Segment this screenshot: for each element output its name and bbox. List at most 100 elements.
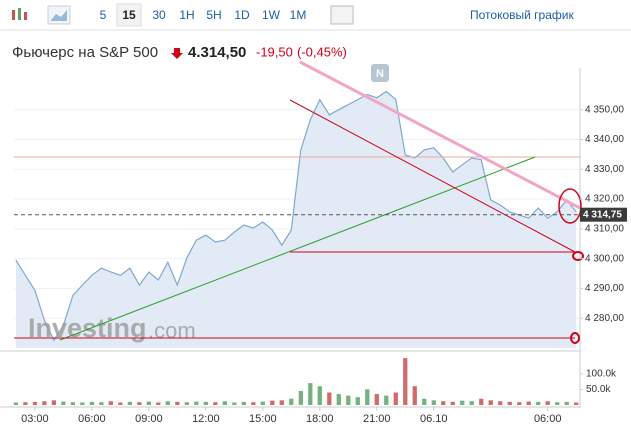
area-icon[interactable] xyxy=(47,5,71,25)
volume-bar xyxy=(251,402,256,405)
y-tick-label: 4 300,00 xyxy=(585,253,624,264)
volume-bar xyxy=(203,401,208,405)
volume-bar xyxy=(479,398,484,405)
y-tick-label: 4 330,00 xyxy=(585,164,624,175)
x-tick-label: 06:00 xyxy=(534,413,562,425)
volume-tick-label: 50.0k xyxy=(586,384,611,395)
volume-bar xyxy=(365,389,370,405)
trend-line xyxy=(289,99,576,253)
volume-bar xyxy=(137,402,142,405)
circle-mark xyxy=(572,251,584,261)
volume-bar xyxy=(260,401,265,405)
volume-bar xyxy=(175,401,180,405)
volume-bar xyxy=(488,400,493,405)
volume-bar xyxy=(574,402,579,405)
volume-bar xyxy=(89,401,95,405)
y-tick-label: 4 320,00 xyxy=(585,194,624,205)
stream-link[interactable]: Потоковый график xyxy=(470,8,574,22)
x-tick-label: 21:00 xyxy=(363,413,391,425)
volume-bar xyxy=(51,400,57,405)
change: -19,50 xyxy=(256,44,293,59)
volume-bar xyxy=(241,401,246,405)
y-tick-label: 4 310,00 xyxy=(585,223,624,234)
volume-bar xyxy=(327,392,332,405)
interval-button[interactable]: 1D xyxy=(234,8,250,22)
interval-button[interactable]: 1H xyxy=(179,8,194,22)
volume-bar xyxy=(412,386,417,405)
volume-bar xyxy=(156,402,161,405)
volume-bar xyxy=(545,401,550,405)
volume-bar xyxy=(336,394,341,405)
volume-bar xyxy=(460,400,465,405)
y-tick-label: 4 350,00 xyxy=(585,104,624,115)
volume-bar xyxy=(431,400,436,405)
volume-bar xyxy=(279,400,284,405)
volume-bar xyxy=(232,402,237,405)
active-button-bg xyxy=(116,3,142,27)
volume-bar xyxy=(317,386,322,405)
volume-bar xyxy=(108,401,114,405)
interval-button[interactable]: 5 xyxy=(100,8,107,22)
volume-bar xyxy=(393,392,398,405)
watermark-suffix: .com xyxy=(148,318,196,343)
news-marker-label: N xyxy=(376,68,384,80)
volume-bar xyxy=(184,402,189,405)
volume-bar xyxy=(374,394,379,405)
x-tick-label: 15:00 xyxy=(249,413,277,425)
x-tick-label: 12:00 xyxy=(192,413,220,425)
volume-bar xyxy=(118,402,123,405)
volume-bar xyxy=(146,401,151,405)
toolbar: Потоковый график xyxy=(0,3,631,31)
y-tick-label: 4 290,00 xyxy=(585,283,624,294)
volume-bar xyxy=(194,401,199,405)
volume-bar xyxy=(403,358,408,405)
volume-bar xyxy=(127,401,132,405)
volume-bar xyxy=(450,401,455,405)
interval-button[interactable]: 5H xyxy=(206,8,221,22)
circle-mark xyxy=(570,332,580,344)
volume-bar xyxy=(517,402,522,405)
volume-bar xyxy=(441,401,446,405)
x-tick-label: 18:00 xyxy=(306,413,334,425)
interval-button[interactable]: 15 xyxy=(122,8,136,22)
trend-line xyxy=(299,60,581,210)
down-arrow xyxy=(171,48,183,59)
volume-bar xyxy=(165,401,170,405)
volume-bar xyxy=(308,383,313,405)
volume-bar xyxy=(80,402,85,405)
y-tick-label: 4 340,00 xyxy=(585,134,624,145)
candle-icon[interactable] xyxy=(12,8,27,20)
volume-bar xyxy=(469,401,474,405)
current-price-box xyxy=(580,207,627,222)
volume-bar xyxy=(498,401,503,405)
volume-bar xyxy=(355,397,360,405)
interval-button[interactable]: 30 xyxy=(152,8,166,22)
volume-bar xyxy=(298,390,303,405)
interval-button[interactable]: 1M xyxy=(290,8,307,22)
volume-bar xyxy=(61,401,66,405)
volume-bar xyxy=(384,395,389,405)
volume-bar xyxy=(270,400,275,405)
news-marker[interactable] xyxy=(371,64,389,82)
x-tick-label: 06:00 xyxy=(78,413,106,425)
price-line xyxy=(15,90,577,342)
y-tick-label: 4 280,00 xyxy=(585,313,624,324)
volume-bar xyxy=(555,402,560,405)
volume-bar xyxy=(222,401,227,405)
settings-icon[interactable] xyxy=(330,5,354,25)
drawings xyxy=(14,60,584,344)
volume-bar xyxy=(346,395,351,405)
volume-bar xyxy=(23,402,28,405)
interval-button[interactable]: 1W xyxy=(262,8,281,22)
volume-bar xyxy=(536,401,541,405)
current-price-label: 4 314,75 xyxy=(583,209,622,220)
x-tick-label: 06.10 xyxy=(420,413,448,425)
x-tick-label: 03:00 xyxy=(21,413,49,425)
volume-bar xyxy=(99,402,104,405)
volume-bar xyxy=(70,402,76,405)
volume-bar xyxy=(32,401,38,405)
x-tick-label: 09:00 xyxy=(135,413,163,425)
volume-bar xyxy=(289,398,294,405)
volume-tick-label: 100.0k xyxy=(586,368,617,379)
circle-mark xyxy=(558,188,582,224)
